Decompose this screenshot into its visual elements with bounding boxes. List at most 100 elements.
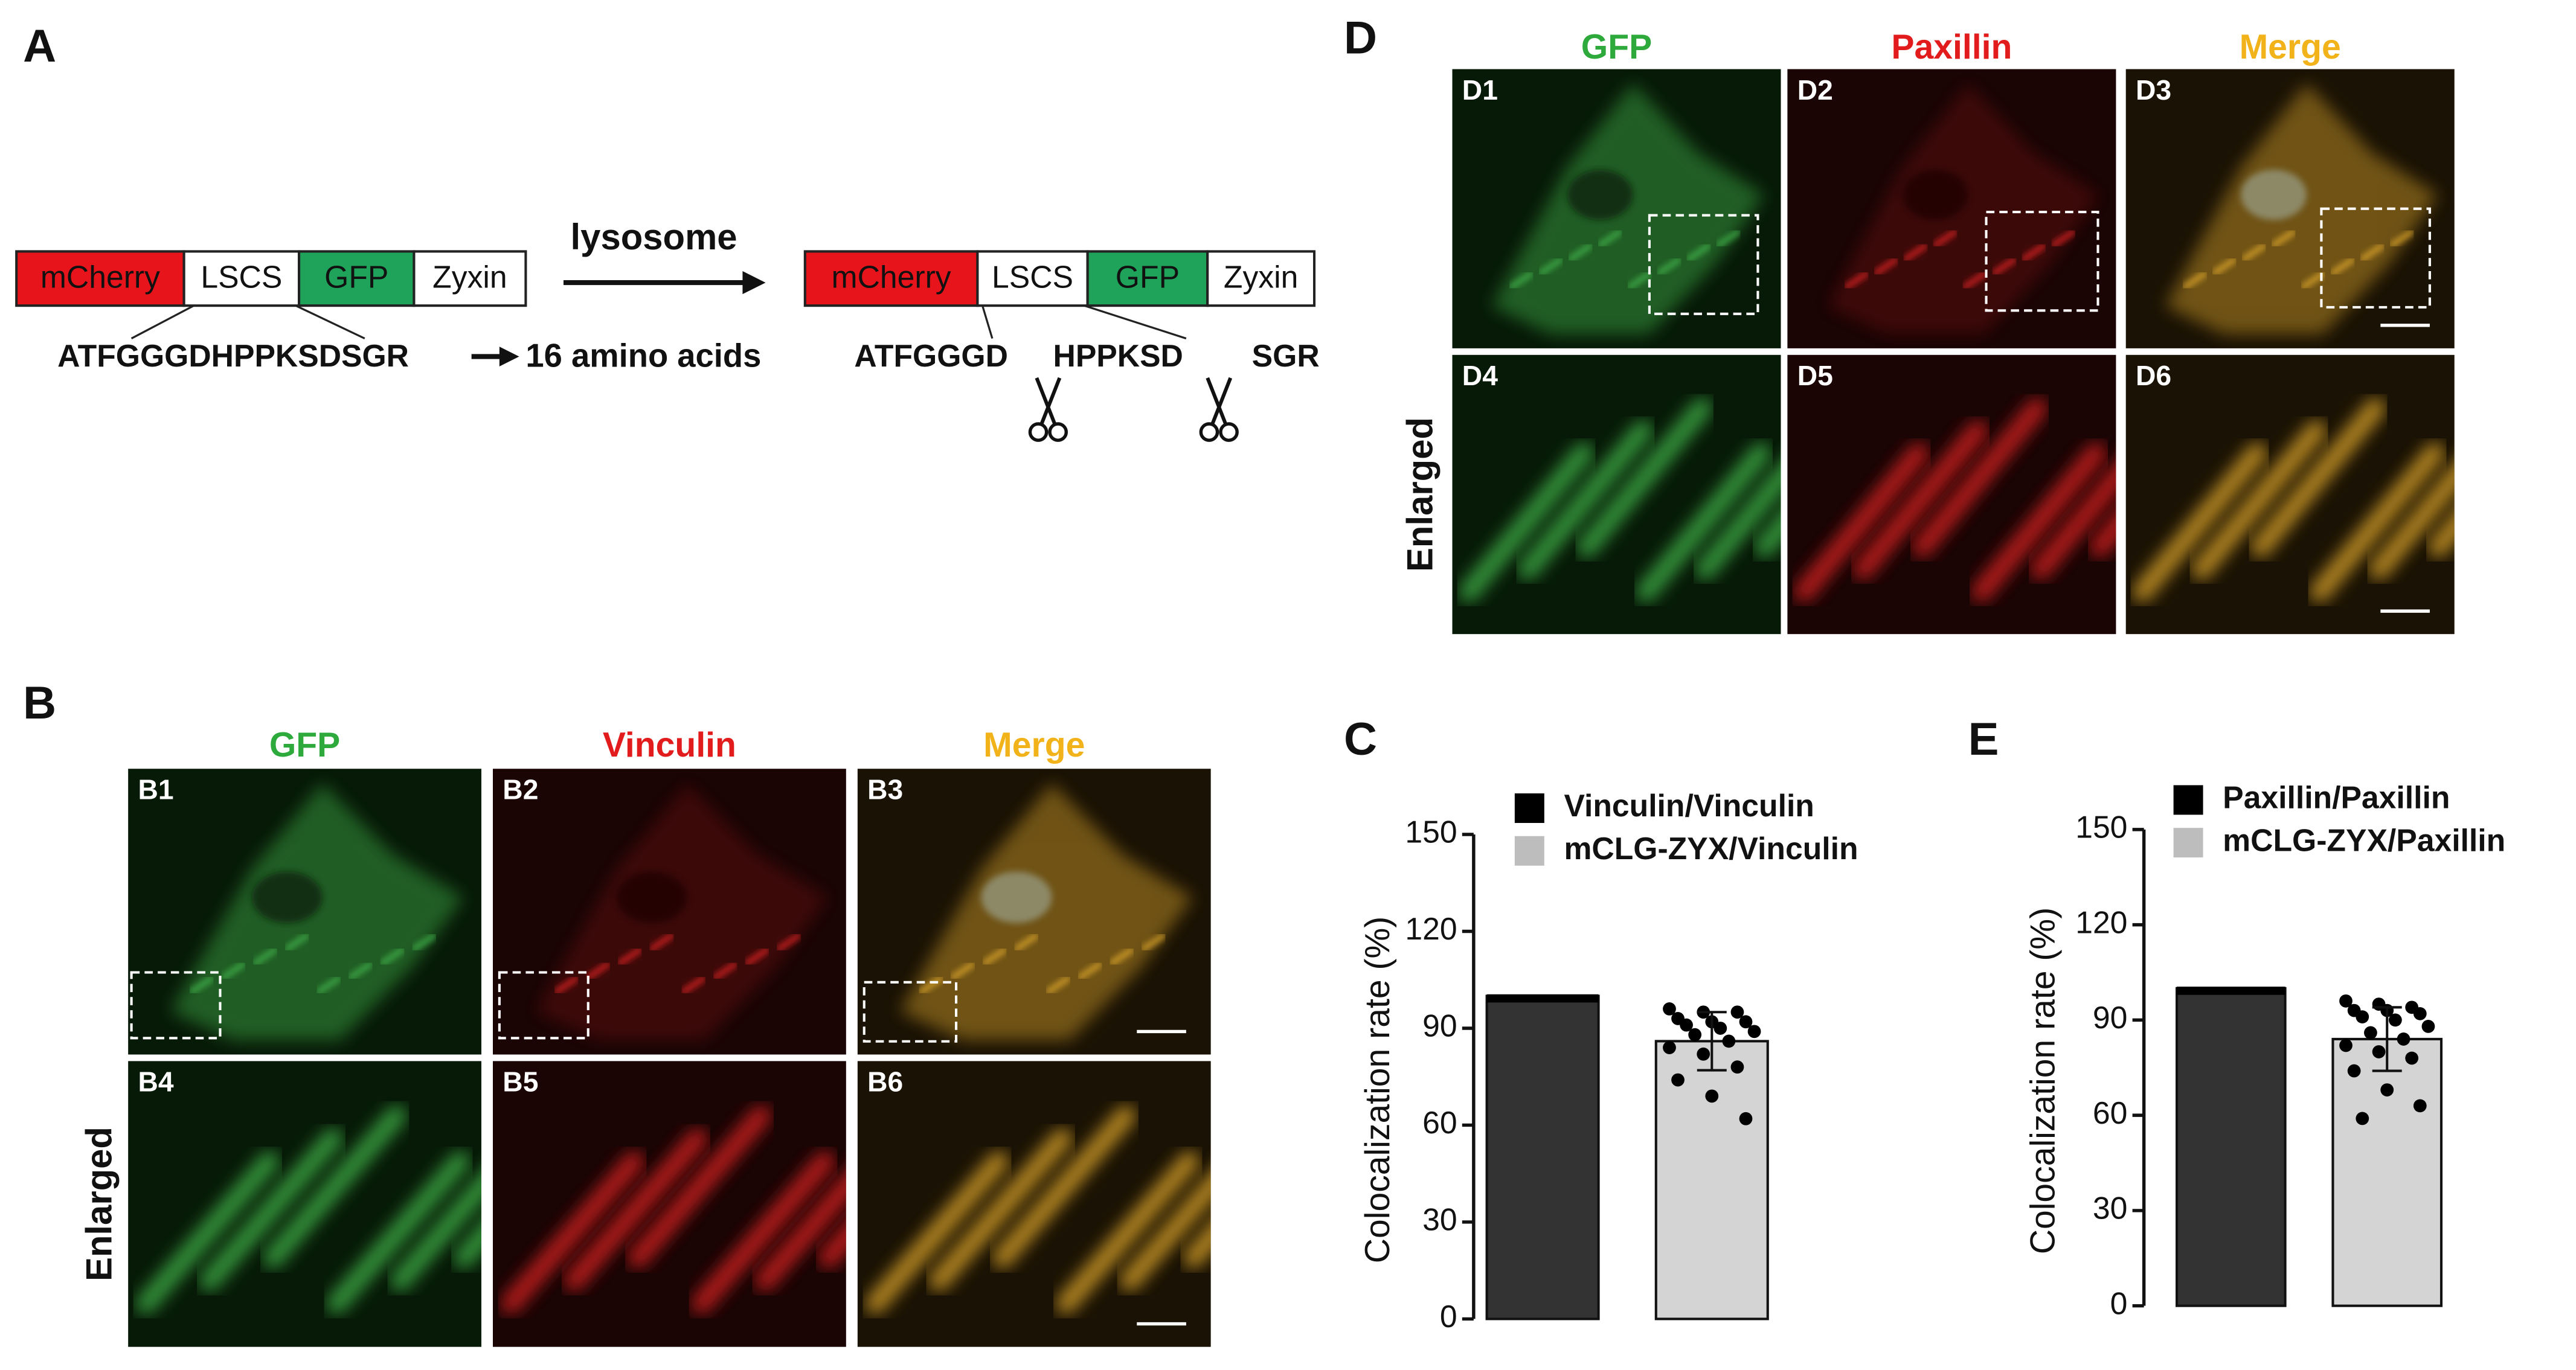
- legend-label: Vinculin/Vinculin: [1564, 788, 1814, 823]
- adhesion: [2051, 229, 2076, 248]
- channel-header: Vinculin: [603, 726, 736, 764]
- data-point: [2347, 1064, 2361, 1078]
- adhesion: [1853, 420, 1988, 580]
- adhesion: [865, 1151, 1009, 1314]
- adhesion: [1627, 271, 1652, 290]
- data-point: [1739, 1015, 1753, 1029]
- adhesion: [189, 976, 214, 994]
- adhesion: [1538, 257, 1564, 276]
- panel-letter: A: [23, 21, 56, 72]
- data-point: [1722, 1034, 1736, 1048]
- row-label: Enlarged: [79, 1127, 119, 1281]
- arrow-head: [499, 347, 519, 367]
- scissors: [1035, 377, 1057, 425]
- y-tick-label: 120: [1405, 911, 1457, 946]
- scissors: [1028, 422, 1049, 442]
- data-point: [2405, 1051, 2419, 1065]
- adhesion: [2360, 243, 2385, 262]
- adhesion: [1794, 443, 1929, 603]
- adhesion: [1716, 229, 1741, 248]
- channel-header: Merge: [983, 726, 1085, 764]
- cell: [1826, 83, 2100, 334]
- data-point: [2413, 1007, 2427, 1020]
- micrograph-content: [1826, 83, 2100, 334]
- y-tick-label: 60: [2093, 1095, 2127, 1130]
- legend-swatch: [1514, 793, 1544, 823]
- adhesion: [2241, 243, 2267, 262]
- adhesion: [2212, 257, 2237, 276]
- data-point: [2413, 1099, 2427, 1113]
- adhesion: [919, 976, 943, 994]
- image-label: B5: [503, 1066, 538, 1098]
- adhesion: [2030, 463, 2116, 580]
- data-point: [1714, 1022, 1727, 1035]
- y-axis-label: Colocalization rate (%): [1358, 917, 1397, 1263]
- data-point: [2356, 1010, 2369, 1024]
- adhesion: [554, 976, 579, 994]
- construct-box: [803, 250, 979, 307]
- cell: [170, 783, 464, 1040]
- adhesion: [1971, 443, 2107, 603]
- adhesion: [380, 947, 405, 966]
- adhesion: [1078, 961, 1103, 980]
- micrograph-content: [136, 1105, 481, 1314]
- adhesion: [992, 1105, 1136, 1269]
- adhesion: [390, 1172, 481, 1292]
- connector: [130, 304, 194, 340]
- legend-label: mCLG-ZYX/Paxillin: [2223, 822, 2505, 857]
- adhesion: [1013, 933, 1039, 952]
- data-point: [2339, 994, 2353, 1008]
- nucleus: [2241, 169, 2307, 220]
- adhesion: [284, 933, 310, 952]
- channel-header: Merge: [2240, 28, 2341, 66]
- data-point: [1688, 1028, 1702, 1042]
- adhesion: [1141, 933, 1166, 952]
- image-label: B6: [867, 1066, 903, 1098]
- adhesion: [1695, 463, 1781, 580]
- bar-cap: [1486, 994, 1599, 1003]
- data-point: [1680, 1018, 1693, 1032]
- y-tick-label: 60: [1422, 1105, 1457, 1140]
- adhesion: [1992, 257, 2017, 276]
- construct-box: [1086, 250, 1209, 307]
- cell: [535, 783, 829, 1040]
- adhesion: [500, 1151, 644, 1314]
- construct-box: [15, 250, 185, 307]
- roi-box: [130, 971, 222, 1040]
- micrograph-content: [1794, 398, 2116, 603]
- y-tick-label: 150: [2075, 810, 2127, 845]
- adhesion: [1056, 1151, 1200, 1314]
- y-tick-label: 30: [1422, 1202, 1457, 1237]
- roi-box: [862, 981, 958, 1043]
- image-label: D6: [2136, 360, 2171, 391]
- adhesion: [2389, 229, 2415, 248]
- channel-header: GFP: [1581, 28, 1652, 66]
- connector: [1084, 304, 1187, 340]
- adhesion: [2330, 257, 2356, 276]
- adhesion: [411, 933, 437, 952]
- y-tick-label: 0: [2110, 1285, 2128, 1320]
- cleaved-fragment: ATFGGGD: [854, 338, 1008, 373]
- nucleus: [251, 871, 323, 923]
- legend-swatch: [2173, 785, 2203, 815]
- image-label: B2: [503, 774, 538, 805]
- data-point: [1739, 1112, 1753, 1125]
- arrow-head: [742, 271, 766, 295]
- construct-box: [413, 250, 527, 307]
- construct-label: GFP: [1116, 259, 1180, 294]
- adhesion: [649, 933, 674, 952]
- arrow-label: lysosome: [571, 217, 737, 257]
- adhesion: [1874, 257, 1898, 276]
- panel-letter: C: [1344, 714, 1377, 765]
- image-label: D2: [1797, 74, 1833, 106]
- roi-box: [498, 971, 589, 1040]
- micrograph-content: [865, 1105, 1211, 1314]
- y-tick-label: 0: [1440, 1299, 1457, 1334]
- data-point: [2356, 1112, 2369, 1125]
- data-point: [2421, 1020, 2435, 1033]
- image-label: B4: [138, 1066, 173, 1098]
- adhesion: [2301, 271, 2326, 290]
- panel-letter: B: [23, 677, 56, 729]
- data-point: [2364, 1026, 2377, 1040]
- adhesion: [691, 1151, 835, 1314]
